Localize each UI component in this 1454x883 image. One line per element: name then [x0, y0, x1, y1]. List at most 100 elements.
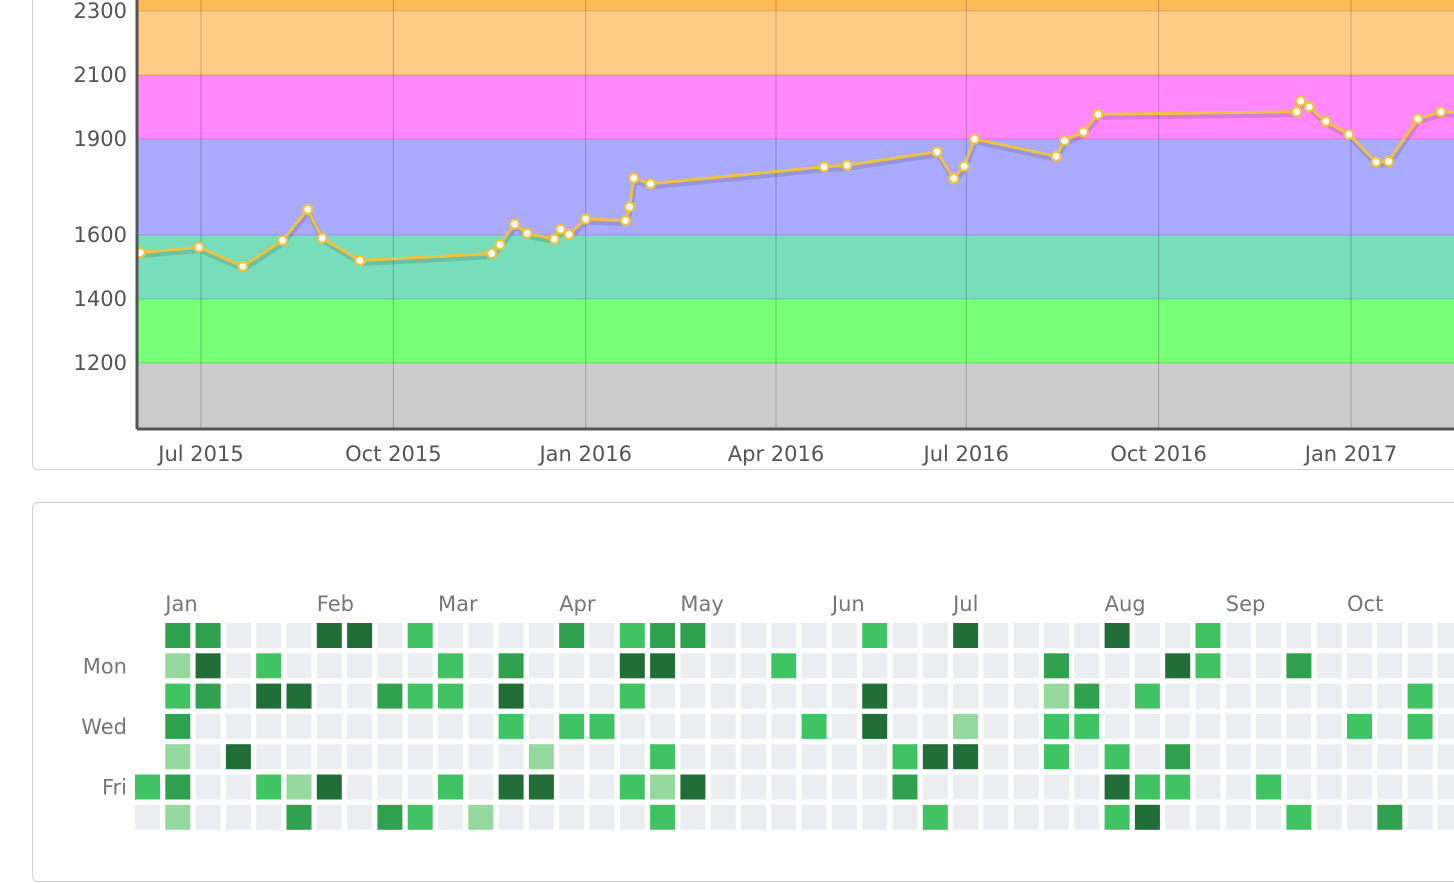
calendar-day-cell[interactable]	[862, 713, 888, 739]
calendar-day-cell[interactable]	[801, 623, 827, 648]
calendar-day-cell[interactable]	[650, 804, 676, 830]
calendar-day-cell[interactable]	[165, 623, 191, 648]
calendar-day-cell[interactable]	[1437, 744, 1454, 770]
calendar-day-cell[interactable]	[377, 774, 403, 800]
calendar-day-cell[interactable]	[650, 744, 676, 770]
calendar-day-cell[interactable]	[1134, 804, 1160, 830]
rating-point[interactable]	[1077, 126, 1089, 138]
calendar-day-cell[interactable]	[1165, 713, 1191, 739]
calendar-day-cell[interactable]	[953, 804, 979, 830]
calendar-day-cell[interactable]	[1195, 683, 1221, 709]
calendar-day-cell[interactable]	[1225, 804, 1251, 830]
calendar-day-cell[interactable]	[438, 774, 463, 800]
calendar-day-cell[interactable]	[680, 774, 706, 800]
calendar-day-cell[interactable]	[619, 804, 645, 830]
calendar-day-cell[interactable]	[195, 744, 221, 770]
calendar-day-cell[interactable]	[1195, 744, 1221, 770]
calendar-day-cell[interactable]	[922, 653, 948, 679]
calendar-day-cell[interactable]	[1044, 713, 1069, 739]
rating-point[interactable]	[1435, 106, 1447, 118]
calendar-day-cell[interactable]	[1256, 653, 1282, 679]
calendar-day-cell[interactable]	[1044, 774, 1069, 800]
calendar-day-cell[interactable]	[286, 623, 312, 648]
rating-point[interactable]	[1343, 128, 1355, 141]
rating-point[interactable]	[494, 239, 506, 251]
calendar-day-cell[interactable]	[407, 713, 433, 739]
calendar-day-cell[interactable]	[1044, 804, 1069, 830]
rating-point[interactable]	[521, 227, 533, 239]
calendar-day-cell[interactable]	[831, 774, 857, 800]
calendar-day-cell[interactable]	[468, 683, 494, 709]
calendar-day-cell[interactable]	[1437, 713, 1454, 739]
calendar-day-cell[interactable]	[710, 653, 736, 679]
rating-point[interactable]	[931, 146, 943, 158]
calendar-day-cell[interactable]	[650, 623, 676, 648]
calendar-day-cell[interactable]	[498, 804, 524, 830]
calendar-day-cell[interactable]	[165, 774, 191, 800]
calendar-day-cell[interactable]	[680, 744, 706, 770]
calendar-day-cell[interactable]	[1437, 653, 1454, 679]
calendar-day-cell[interactable]	[771, 653, 797, 679]
calendar-day-cell[interactable]	[498, 653, 524, 679]
calendar-day-cell[interactable]	[498, 713, 524, 739]
rating-point[interactable]	[354, 255, 366, 267]
calendar-day-cell[interactable]	[1407, 653, 1433, 679]
calendar-day-cell[interactable]	[831, 713, 857, 739]
calendar-day-cell[interactable]	[1013, 744, 1039, 770]
rating-point[interactable]	[136, 247, 146, 259]
calendar-day-cell[interactable]	[953, 653, 979, 679]
calendar-day-cell[interactable]	[680, 713, 706, 739]
calendar-day-cell[interactable]	[589, 744, 615, 770]
calendar-day-cell[interactable]	[831, 744, 857, 770]
calendar-day-cell[interactable]	[498, 774, 524, 800]
calendar-day-cell[interactable]	[377, 744, 403, 770]
calendar-day-cell[interactable]	[1104, 744, 1130, 770]
calendar-day-cell[interactable]	[1347, 744, 1372, 770]
calendar-day-cell[interactable]	[528, 713, 554, 739]
calendar-day-cell[interactable]	[316, 683, 342, 709]
calendar-day-cell[interactable]	[1316, 623, 1342, 648]
calendar-day-cell[interactable]	[1256, 804, 1282, 830]
calendar-day-cell[interactable]	[801, 683, 827, 709]
rating-point[interactable]	[1092, 108, 1104, 120]
calendar-day-cell[interactable]	[347, 623, 373, 648]
calendar-day-cell[interactable]	[1377, 623, 1403, 648]
calendar-day-cell[interactable]	[741, 774, 766, 800]
calendar-day-cell[interactable]	[892, 713, 918, 739]
calendar-day-cell[interactable]	[831, 653, 857, 679]
rating-point[interactable]	[1370, 156, 1382, 168]
calendar-day-cell[interactable]	[256, 804, 282, 830]
rating-point[interactable]	[969, 133, 981, 145]
calendar-day-cell[interactable]	[286, 744, 312, 770]
calendar-day-cell[interactable]	[771, 683, 797, 709]
calendar-day-cell[interactable]	[135, 804, 160, 830]
calendar-day-cell[interactable]	[1347, 683, 1372, 709]
calendar-day-cell[interactable]	[165, 744, 191, 770]
calendar-day-cell[interactable]	[1316, 713, 1342, 739]
calendar-day-cell[interactable]	[316, 713, 342, 739]
calendar-day-cell[interactable]	[1074, 653, 1100, 679]
calendar-day-cell[interactable]	[559, 744, 585, 770]
calendar-day-cell[interactable]	[195, 713, 221, 739]
rating-point[interactable]	[624, 201, 636, 213]
calendar-day-cell[interactable]	[165, 713, 191, 739]
calendar-day-cell[interactable]	[1225, 774, 1251, 800]
calendar-day-cell[interactable]	[771, 774, 797, 800]
calendar-day-cell[interactable]	[407, 683, 433, 709]
calendar-day-cell[interactable]	[831, 683, 857, 709]
calendar-day-cell[interactable]	[195, 623, 221, 648]
calendar-day-cell[interactable]	[1013, 713, 1039, 739]
calendar-day-cell[interactable]	[1013, 774, 1039, 800]
calendar-day-cell[interactable]	[831, 804, 857, 830]
calendar-day-cell[interactable]	[256, 623, 282, 648]
calendar-day-cell[interactable]	[1134, 623, 1160, 648]
calendar-day-cell[interactable]	[559, 623, 585, 648]
calendar-day-cell[interactable]	[1377, 683, 1403, 709]
calendar-day-cell[interactable]	[559, 713, 585, 739]
calendar-day-cell[interactable]	[1165, 653, 1191, 679]
rating-point[interactable]	[580, 213, 592, 225]
calendar-day-cell[interactable]	[1286, 804, 1312, 830]
calendar-day-cell[interactable]	[650, 653, 676, 679]
calendar-day-cell[interactable]	[1256, 623, 1282, 648]
calendar-day-cell[interactable]	[710, 744, 736, 770]
